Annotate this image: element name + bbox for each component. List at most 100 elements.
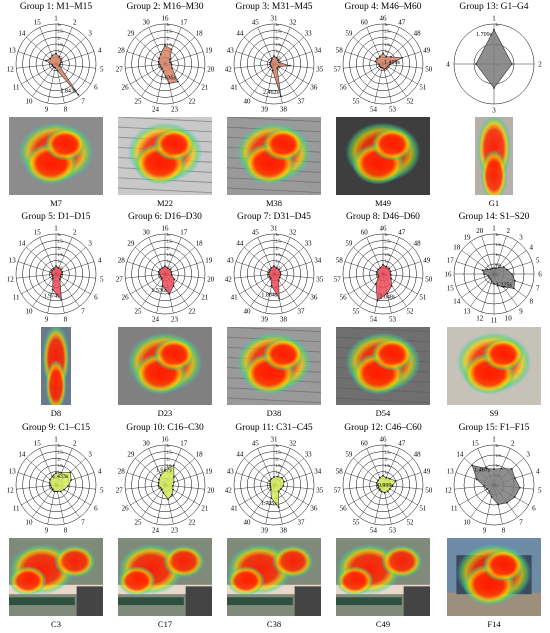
data-point xyxy=(377,479,379,482)
ring-label: 2.5s xyxy=(385,240,391,244)
data-point xyxy=(279,95,282,98)
axis-label: 30 xyxy=(143,439,151,447)
grid-spoke xyxy=(348,63,384,85)
data-point xyxy=(270,66,273,69)
panel-d23: Group 6: D16–D30 16 17 18 19 20 21 22 23 24 25 26 27… xyxy=(111,212,219,422)
data-point xyxy=(270,284,273,287)
attention-heatmap xyxy=(9,538,103,616)
data-point xyxy=(269,482,272,485)
axis-label: 27 xyxy=(116,275,124,283)
axis-label: 59 xyxy=(345,30,353,38)
ring-label: 0.5s xyxy=(58,56,64,60)
data-point xyxy=(506,268,509,271)
grid-spoke xyxy=(273,37,304,65)
image-label: D23 xyxy=(157,408,173,418)
data-area xyxy=(49,471,72,492)
data-point xyxy=(386,65,389,68)
peak-label: 1.636s xyxy=(160,76,177,82)
axis-label: 26 xyxy=(122,84,130,92)
grid-spoke xyxy=(359,63,384,97)
axis-label: 22 xyxy=(189,308,197,316)
data-point xyxy=(59,275,62,278)
axis-label: 37 xyxy=(298,308,306,316)
peak-label: 1.864s xyxy=(261,292,278,298)
data-point xyxy=(279,271,282,273)
data-point xyxy=(270,478,273,480)
heat-blob xyxy=(371,127,414,161)
ring-label: 1s xyxy=(385,471,389,475)
axis-label: 55 xyxy=(352,98,360,106)
data-point xyxy=(172,488,174,491)
grid-spoke xyxy=(382,63,418,85)
radar-chart: 1234567891011121314150s0.5s1s1.5s2s1.467… xyxy=(445,436,542,535)
axis-label: 3 xyxy=(88,451,92,459)
axis-label: 6 xyxy=(538,271,542,279)
grid-spoke xyxy=(359,484,384,518)
data-point xyxy=(376,299,379,302)
panel-title: Group 3: M31–M45 xyxy=(235,2,313,12)
data-point xyxy=(167,498,169,501)
grid-spoke xyxy=(164,51,204,65)
axis-label: 15 xyxy=(447,285,455,293)
data-point xyxy=(488,490,491,493)
data-point xyxy=(60,58,62,61)
axis-label: 58 xyxy=(336,46,344,54)
data-point xyxy=(278,276,281,279)
axis-label: 55 xyxy=(352,519,360,527)
data-point xyxy=(58,55,61,58)
axis-label: 7 xyxy=(536,285,540,293)
axis-label: 4 xyxy=(98,46,102,54)
axis-label: 8 xyxy=(529,298,533,306)
data-point xyxy=(57,267,60,269)
axis-label: 25 xyxy=(134,519,142,527)
axis-label: 35 xyxy=(316,486,324,494)
panel-c49: Group 12: C46–C60 46 47 48 49 50 51 52 53 54 55 56 5… xyxy=(329,423,437,633)
panel-d38: Group 7: D31–D45 31 32 33 34 35 36 37 38 39 40 41 42… xyxy=(220,212,328,422)
data-point xyxy=(60,471,63,474)
ring-label: 1.5s xyxy=(385,43,391,47)
data-point xyxy=(172,464,175,467)
axis-label: 46 xyxy=(380,436,388,444)
axis-label: 18 xyxy=(196,240,204,248)
axis-label: 51 xyxy=(419,505,427,513)
data-point xyxy=(160,277,163,280)
data-point xyxy=(502,266,505,268)
attention-heatmap xyxy=(227,327,321,405)
peak-label: 1.709s xyxy=(476,32,493,38)
data-point xyxy=(513,496,516,498)
data-point xyxy=(510,468,513,470)
data-point xyxy=(55,52,57,55)
axis-label: 15 xyxy=(34,228,42,236)
axis-label: 48 xyxy=(414,240,422,248)
panel-m22: Group 2: M16–M30 16 17 18 19 20 21 22 23 24 25 26 27… xyxy=(111,2,219,212)
axis-label: 35 xyxy=(316,275,324,283)
data-point xyxy=(158,273,161,276)
ring-label: 1.5s xyxy=(385,464,391,468)
grid-spoke xyxy=(16,63,57,69)
grid-spoke xyxy=(235,472,275,486)
grid-spoke xyxy=(130,273,166,295)
axis-label: 55 xyxy=(352,308,360,316)
panel-title: Group 10: C16–C30 xyxy=(126,423,204,433)
radar-chart: 3132333435363738394041424344450s0.5s1s1.… xyxy=(225,225,324,324)
grid-spoke xyxy=(21,484,57,506)
data-point xyxy=(385,55,388,58)
ring-label: 1.5s xyxy=(496,243,502,247)
axis-label: 6 xyxy=(94,294,98,302)
axis-label: 49 xyxy=(423,467,431,475)
axis-label: 12 xyxy=(7,65,15,73)
axis-label: 5 xyxy=(100,486,104,494)
axis-label: 3 xyxy=(492,107,496,115)
panel-title: Group 13: G1–G4 xyxy=(459,2,529,12)
data-point xyxy=(490,280,493,283)
heat-blob xyxy=(227,566,265,596)
data-point xyxy=(374,60,377,63)
data-point xyxy=(168,82,171,85)
axis-label: 18 xyxy=(453,243,461,251)
image-label: D38 xyxy=(266,408,282,418)
image-label: C49 xyxy=(375,619,391,629)
axis-label: 47 xyxy=(398,18,406,26)
axis-label: 48 xyxy=(414,451,422,459)
ring-label: 2.5s xyxy=(58,30,64,34)
data-point xyxy=(51,277,54,280)
